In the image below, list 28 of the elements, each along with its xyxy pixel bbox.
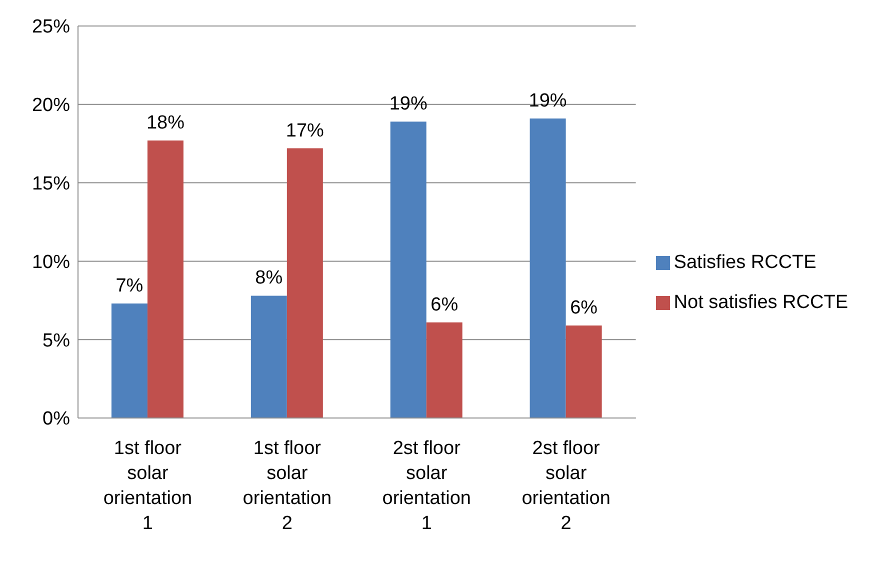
y-tick-label: 20% xyxy=(32,95,70,116)
data-label: 8% xyxy=(255,268,283,289)
bar xyxy=(566,325,602,418)
legend-label: Not satisfies RCCTE xyxy=(674,292,848,313)
data-label: 17% xyxy=(286,120,324,142)
y-tick-label: 15% xyxy=(32,174,70,195)
data-label: 18% xyxy=(146,112,185,134)
data-label: 6% xyxy=(570,297,598,318)
bar xyxy=(286,148,323,418)
legend-label: Satisfies RCCTE xyxy=(674,252,816,273)
bar xyxy=(530,118,566,418)
bar xyxy=(426,322,462,418)
x-tick-label: 1st floor solar orientation 2 xyxy=(242,438,332,534)
data-label: 19% xyxy=(528,90,567,112)
data-label: 19% xyxy=(389,94,428,115)
bar xyxy=(111,304,148,418)
data-label: 6% xyxy=(430,294,458,316)
data-label: 7% xyxy=(116,276,144,297)
y-tick-label: 10% xyxy=(32,252,70,273)
bar xyxy=(250,296,287,418)
x-tick-label: 2st floor solar orientation 1 xyxy=(382,438,471,534)
y-tick-label: 25% xyxy=(32,16,70,38)
y-tick-label: 5% xyxy=(42,330,70,352)
x-tick-label: 2st floor solar orientation 2 xyxy=(522,438,610,534)
y-tick-label: 0% xyxy=(42,408,70,430)
bar xyxy=(390,122,426,418)
bar xyxy=(147,140,184,418)
x-tick-label: 1st floor solar orientation 1 xyxy=(103,438,192,534)
